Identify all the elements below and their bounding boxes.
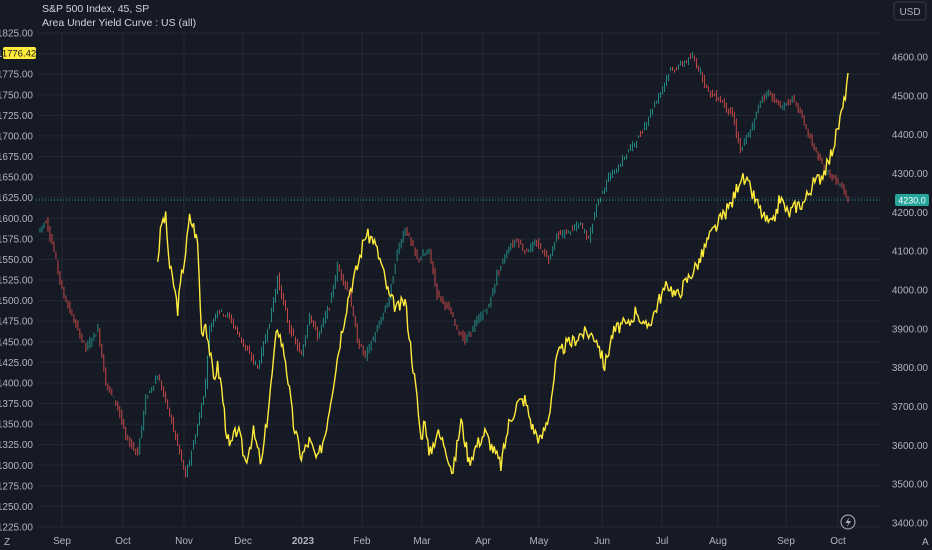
left-tick-label: 1375.00: [0, 399, 33, 410]
time-tick-label: Feb: [353, 536, 371, 547]
right-tick-label: 3400.00: [892, 519, 929, 530]
right-axis[interactable]: 4600.00 4500.00 4400.00 4300.00 4200.00 4100.…: [892, 53, 929, 530]
right-tick-label: 4000.00: [892, 286, 929, 297]
left-tick-label: 1475.00: [0, 317, 33, 328]
left-tick-label: 1625.00: [0, 193, 33, 204]
right-tick-label: 3700.00: [892, 402, 929, 413]
left-tick-label: 1525.00: [0, 276, 33, 287]
right-tick-label: 4600.00: [892, 53, 929, 64]
yield-curve-line: [157, 72, 849, 475]
left-tick-label: 1750.00: [0, 90, 33, 101]
left-axis-value-text: 1776.42: [2, 49, 36, 60]
left-tick-label: 1450.00: [0, 337, 33, 348]
time-tick-label: 2023: [292, 536, 315, 547]
time-tick-label: Mar: [413, 536, 431, 547]
vertical-grid: [61, 32, 839, 527]
left-tick-label: 1250.00: [0, 502, 33, 513]
right-tick-label: 4200.00: [892, 208, 929, 219]
left-tick-label: 1825.00: [0, 29, 33, 40]
time-tick-label: Dec: [234, 536, 252, 547]
horizontal-grid: [38, 32, 882, 528]
candles-layer: [39, 52, 849, 478]
left-tick-label: 1500.00: [0, 296, 33, 307]
left-tick-label: 1400.00: [0, 378, 33, 389]
left-tick-label: 1425.00: [0, 358, 33, 369]
right-tick-label: 4300.00: [892, 169, 929, 180]
left-tick-label: 1300.00: [0, 461, 33, 472]
time-tick-label: Sep: [777, 536, 795, 547]
time-tick-label: Oct: [115, 536, 131, 547]
right-axis-price-tag: [895, 194, 929, 206]
right-axis-price-text: 4230.0: [898, 196, 926, 206]
legend-indicator[interactable]: Area Under Yield Curve : US (all): [42, 17, 196, 29]
right-tick-label: 4100.00: [892, 247, 929, 258]
left-tick-label: 1325.00: [0, 440, 33, 451]
left-tick-label: 1675.00: [0, 152, 33, 163]
left-axis-value-tag: [3, 47, 36, 59]
left-tick-label: 1575.00: [0, 234, 33, 245]
currency-label: USD: [899, 7, 920, 18]
left-tick-label: 1700.00: [0, 131, 33, 142]
time-tick-label: Aug: [709, 536, 727, 547]
time-tick-label: Sep: [53, 536, 71, 547]
right-tick-label: 3800.00: [892, 363, 929, 374]
time-tick-label: Jul: [656, 536, 669, 547]
time-tick-label: Nov: [175, 536, 193, 547]
right-tick-label: 3500.00: [892, 480, 929, 491]
left-axis: 1825.001800.001775.001750.001725.001700.…: [0, 29, 33, 534]
legend-main[interactable]: S&P 500 Index, 45, SP: [42, 3, 149, 15]
time-tick-label: Jun: [594, 536, 610, 547]
left-tick-label: 1550.00: [0, 255, 33, 266]
time-tick-label: Apr: [475, 536, 491, 547]
time-axis[interactable]: Sep Oct Nov Dec 2023 Feb Mar Apr May Jun Jul Aug Sep…: [53, 536, 846, 547]
left-tick-label: 1725.00: [0, 111, 33, 122]
left-tick-label: 1275.00: [0, 481, 33, 492]
time-tick-label: May: [530, 536, 549, 547]
right-tick-label: 4400.00: [892, 130, 929, 141]
timezone-button[interactable]: Z: [4, 537, 10, 548]
auto-scale-button[interactable]: A: [922, 537, 929, 548]
left-tick-label: 1775.00: [0, 70, 33, 81]
right-tick-label: 4500.00: [892, 91, 929, 102]
currency-button[interactable]: [893, 1, 927, 21]
left-tick-label: 1650.00: [0, 173, 33, 184]
flash-icon[interactable]: [840, 514, 856, 530]
left-tick-label: 1225.00: [0, 523, 33, 534]
left-tick-label: 1350.00: [0, 420, 33, 431]
time-tick-label: Oct: [830, 536, 846, 547]
right-tick-label: 3600.00: [892, 441, 929, 452]
right-tick-label: 3900.00: [892, 324, 929, 335]
left-tick-label: 1600.00: [0, 214, 33, 225]
